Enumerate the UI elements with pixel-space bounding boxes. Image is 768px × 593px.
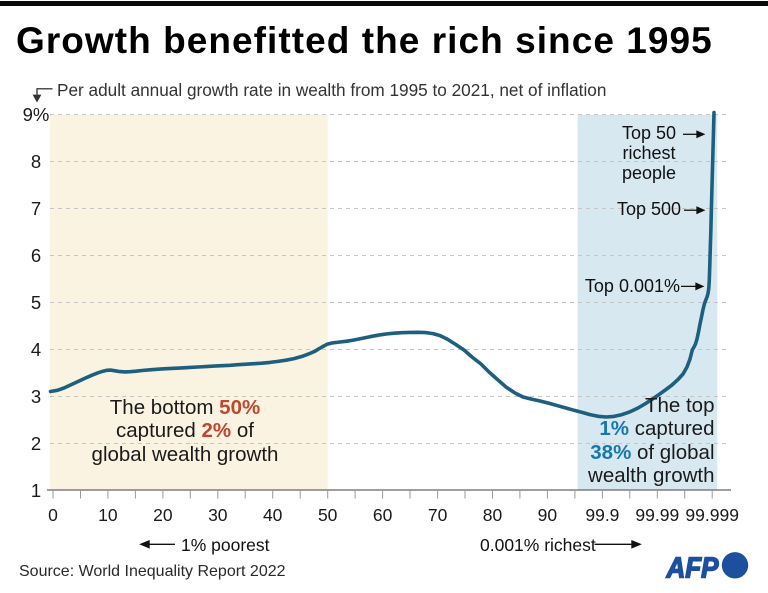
svg-text:AFP: AFP bbox=[666, 553, 720, 585]
